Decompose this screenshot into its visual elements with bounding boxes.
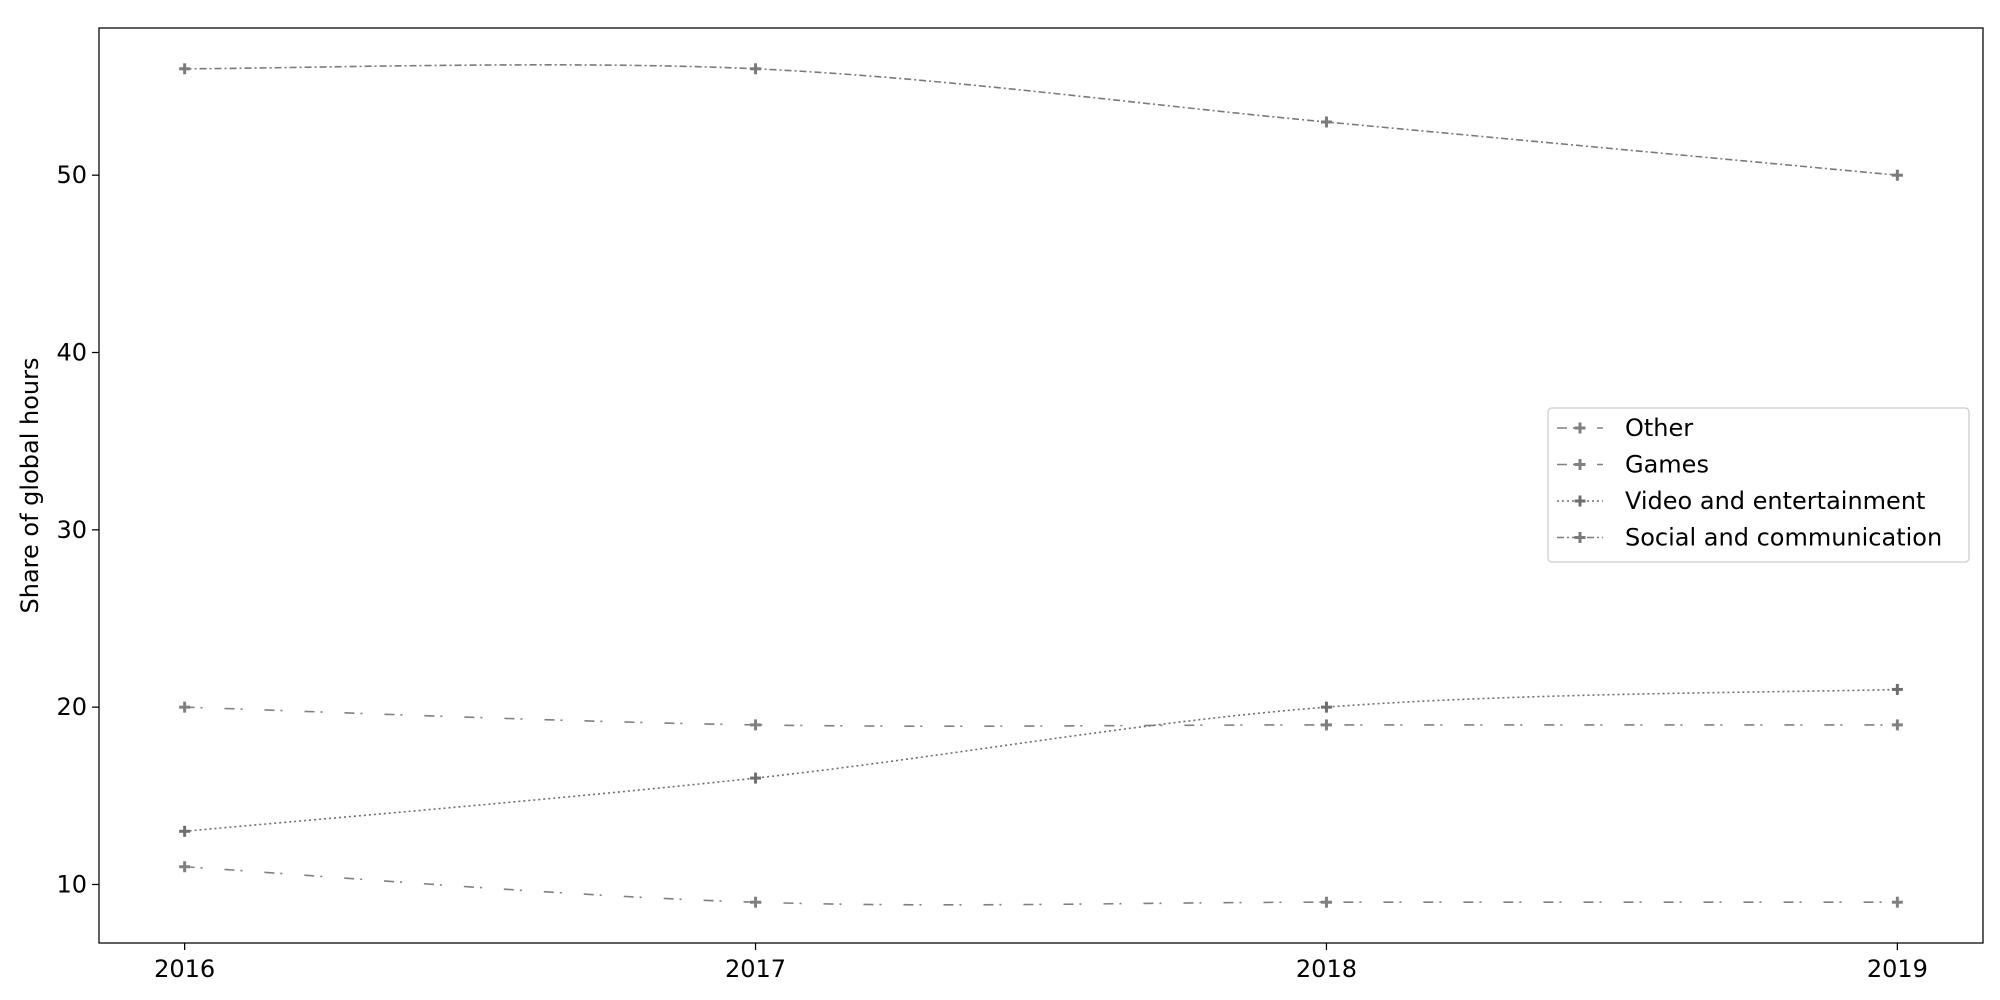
legend: Other Games Video and entertainment Social … [1547,407,1970,563]
legend-marker [1574,459,1586,470]
data-point-marker [1320,896,1332,908]
data-point-marker [179,825,191,837]
series-games [179,861,1903,908]
y-axis: 10 20 30 40 50 [56,161,99,898]
data-point-marker [179,63,191,75]
data-point-marker [1891,683,1903,695]
y-tick-label: 30 [56,516,87,544]
data-point-marker [1891,719,1903,731]
plot-frame [98,27,1984,944]
data-point-marker [179,701,191,713]
x-tick-label: 2016 [154,955,215,983]
legend-item: Social and communication [1557,524,1942,552]
data-point-marker [1891,169,1903,181]
data-point-marker [179,861,191,873]
legend-frame [1547,407,1970,563]
series-video-and-entertainment [179,683,1903,837]
plot-area [98,27,1984,944]
legend-marker [1574,532,1586,543]
x-tick-label: 2018 [1296,955,1357,983]
y-tick-label: 40 [56,339,87,367]
data-point-marker [1320,116,1332,128]
series-line-other [184,706,1898,728]
y-tick-label: 50 [56,161,87,189]
legend-marker [1574,495,1586,507]
legend-item: Games [1557,451,1709,479]
y-tick-label: 20 [56,693,87,721]
series-line-social-and-communication [184,64,1898,176]
legend-label: Games [1625,451,1709,479]
y-axis-label: Share of global hours [16,358,44,614]
x-axis: 2016 2017 2018 2019 [154,943,1928,983]
series-layer [179,63,1903,908]
x-tick-label: 2019 [1867,955,1928,983]
series-line-games [184,865,1898,906]
y-tick-label: 10 [56,870,87,898]
data-point-marker [1320,701,1332,713]
series-line-video-and-entertainment [184,688,1898,833]
legend-marker [1574,422,1586,434]
legend-item: Other [1557,414,1693,442]
data-point-marker [1891,896,1903,908]
data-point-marker [750,896,762,908]
data-point-marker [750,719,762,731]
legend-label: Other [1625,414,1693,442]
legend-label: Social and communication [1625,524,1942,552]
data-point-marker [750,63,762,75]
data-point-marker [1320,719,1332,731]
legend-item: Video and entertainment [1557,487,1925,515]
series-social-and-communication [179,63,1903,181]
x-tick-label: 2017 [725,955,786,983]
legend-label: Video and entertainment [1625,487,1925,515]
series-other [179,701,1903,731]
data-point-marker [750,772,762,784]
